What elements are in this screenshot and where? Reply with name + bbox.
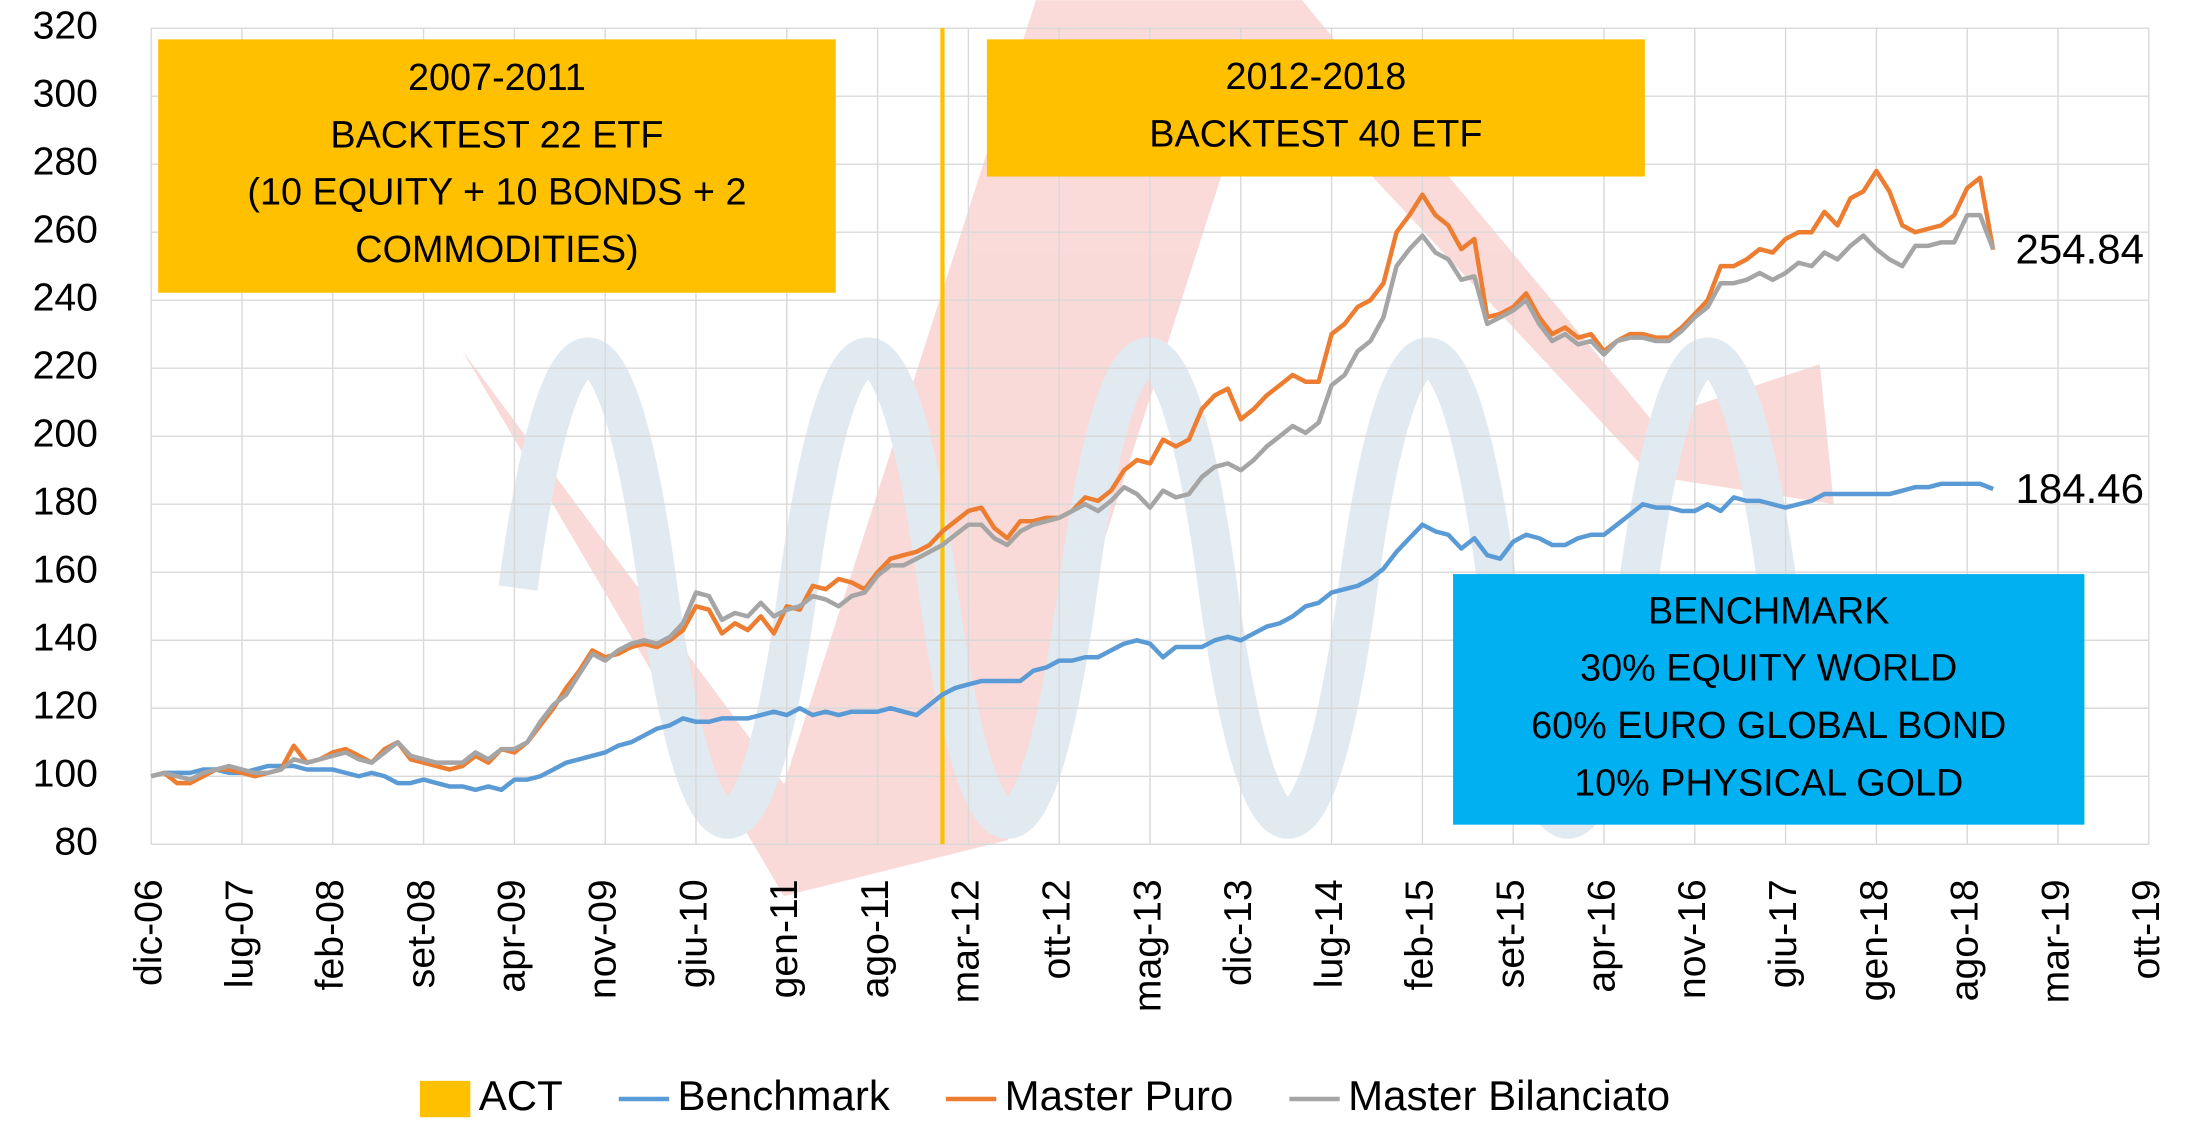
x-tick-label: apr-09 [491, 879, 534, 992]
x-tick-label: mar-12 [945, 879, 988, 1003]
annotation-text: BACKTEST 40 ETF [1149, 114, 1482, 156]
legend-label: Master Puro [1005, 1072, 1234, 1119]
act-bar [940, 28, 945, 845]
x-tick-label: mag-13 [1126, 879, 1169, 1012]
y-tick-label: 160 [33, 549, 98, 592]
x-tick-label: giu-10 [672, 879, 715, 988]
y-tick-label: 200 [33, 413, 98, 456]
x-tick-label: ott-12 [1036, 879, 1079, 979]
annotation-box [158, 39, 836, 293]
annotation-text: 2012-2018 [1226, 56, 1407, 98]
y-tick-label: 140 [33, 617, 98, 660]
x-tick-label: apr-16 [1580, 879, 1623, 992]
y-tick-label: 220 [33, 345, 98, 388]
annotation-text: 60% EURO GLOBAL BOND [1531, 705, 2006, 747]
y-tick-label: 80 [54, 821, 98, 864]
x-tick-label: lug-14 [1308, 879, 1351, 988]
x-tick-label: nov-09 [582, 879, 625, 999]
x-tick-label: feb-15 [1399, 879, 1442, 990]
x-tick-label: lug-07 [218, 879, 261, 988]
x-tick-label: set-15 [1490, 879, 1533, 988]
x-tick-label: dic-13 [1217, 879, 1260, 986]
series-line [150, 212, 1996, 782]
y-tick-label: 100 [33, 753, 98, 796]
x-tick-label: gen-18 [1853, 879, 1896, 1001]
x-tick-label: ago-18 [1944, 879, 1987, 1001]
y-tick-label: 300 [33, 73, 98, 116]
annotation-text: (10 EQUITY + 10 BONDS + 2 [247, 172, 746, 214]
annotation-text: 30% EQUITY WORLD [1580, 648, 1957, 690]
annotation-box [986, 39, 1645, 177]
y-tick-label: 180 [33, 481, 98, 524]
legend-label: Benchmark [678, 1072, 891, 1119]
x-tick-label: feb-08 [309, 879, 352, 990]
y-tick-label: 320 [33, 5, 98, 48]
y-tick-label: 260 [33, 209, 98, 252]
legend-label: Master Bilanciato [1348, 1072, 1670, 1119]
x-tick-label: set-08 [400, 879, 443, 988]
y-tick-label: 240 [33, 277, 98, 320]
x-tick-label: giu-17 [1762, 879, 1805, 988]
x-tick-label: ott-19 [2125, 879, 2168, 979]
x-tick-label: gen-11 [763, 879, 806, 998]
annotation-text: BENCHMARK [1648, 590, 1889, 632]
x-tick-label: mar-19 [2034, 879, 2077, 1003]
y-tick-label: 120 [33, 685, 98, 728]
x-tick-label: ago-11 [854, 879, 897, 998]
annotation-text: COMMODITIES) [355, 229, 638, 271]
end-label: 184.46 [2016, 465, 2144, 512]
x-tick-label: dic-06 [128, 879, 171, 986]
end-label: 254.84 [2016, 226, 2144, 273]
y-tick-label: 280 [33, 141, 98, 184]
legend-swatch [419, 1080, 471, 1118]
annotation-text: 10% PHYSICAL GOLD [1574, 762, 1963, 804]
annotation-box [1453, 574, 2085, 825]
annotation-text: BACKTEST 22 ETF [330, 114, 663, 156]
series-line [150, 481, 1994, 793]
legend-label: ACT [479, 1072, 563, 1119]
x-tick-label: nov-16 [1671, 879, 1714, 999]
annotation-text: 2007-2011 [408, 57, 586, 99]
